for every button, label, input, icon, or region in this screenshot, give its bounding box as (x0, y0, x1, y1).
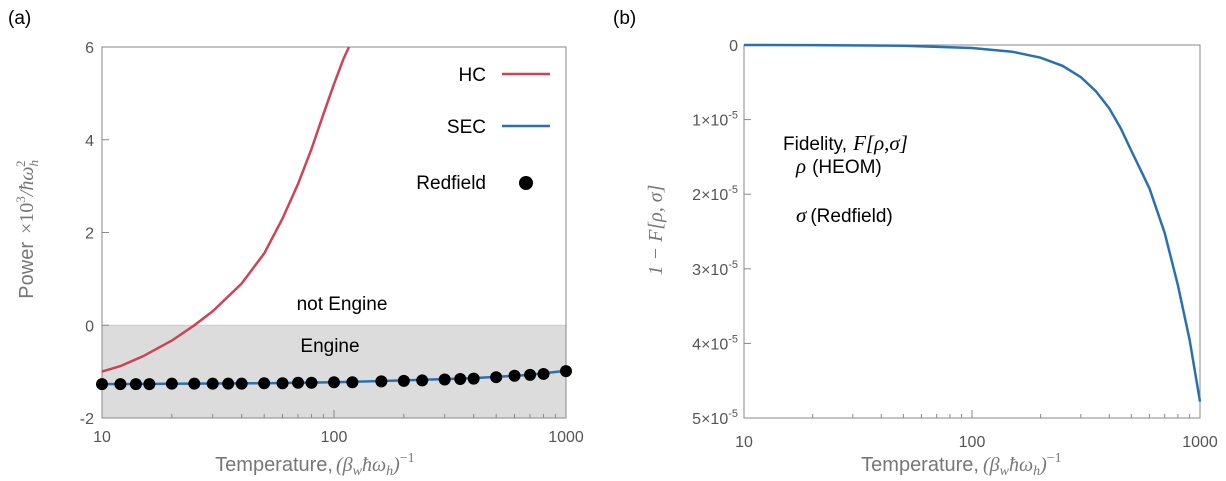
redfield-marker (114, 378, 127, 391)
y-tick-label: 0 (729, 38, 738, 55)
redfield-marker (346, 376, 359, 389)
panel-a-ylabel-group: Power ×103/ħωh2 (13, 160, 41, 299)
annotation-fidelity-math: F[ρ,σ] (852, 131, 908, 155)
redfield-marker (276, 377, 289, 390)
panel-b-label: (b) (613, 8, 636, 29)
redfield-marker (165, 377, 178, 390)
panel-a-plot-frame (101, 46, 567, 419)
annotation-rho: ρ (HEOM) (795, 154, 882, 178)
redfield-marker (508, 369, 521, 382)
y-tick-label: 5×10-5 (692, 408, 738, 428)
redfield-marker (305, 376, 318, 389)
redfield-marker (454, 373, 467, 386)
region-label-not-engine: not Engine (297, 294, 388, 315)
redfield-marker (96, 378, 108, 391)
panel-a-legend: HC SEC Redfield (416, 65, 550, 194)
panel-a-label: (a) (8, 8, 31, 29)
redfield-marker (375, 375, 388, 388)
x-tick-label: 10 (93, 429, 111, 446)
redfield-marker (560, 365, 572, 378)
annotation-sigma-math: σ (796, 203, 808, 227)
sec-series-line (101, 369, 567, 386)
redfield-marker (537, 367, 550, 380)
x-tick-label: 1000 (548, 429, 584, 446)
redfield-marker (292, 376, 305, 389)
annotation-rho-text: (HEOM) (812, 157, 882, 178)
redfield-marker (235, 377, 248, 390)
redfield-marker (416, 374, 429, 387)
infidelity-series-line (743, 43, 1202, 402)
redfield-marker (222, 377, 235, 390)
panel-b-xlabel-math: (βwħωh)−1 (983, 451, 1062, 479)
hc-series-line (101, 46, 351, 373)
redfield-series-markers (96, 365, 572, 391)
y-tick-label: 4×10-5 (692, 333, 738, 353)
redfield-marker (397, 374, 410, 387)
annotation-rho-math: ρ (795, 154, 806, 178)
legend-label-sec: SEC (447, 117, 486, 138)
y-tick-label: 3×10-5 (692, 259, 738, 279)
panel-b-plot-frame (743, 44, 1201, 419)
redfield-marker (438, 373, 451, 386)
x-tick-label: 100 (321, 429, 348, 446)
panel-a: (a) -2 0 2 4 6 10 100 1000 not Engine Engine HC… (8, 8, 584, 479)
y-tick-label: 2×10-5 (692, 184, 738, 204)
x-tick-label: 100 (959, 434, 986, 451)
engine-region (102, 325, 566, 418)
redfield-marker (206, 377, 219, 390)
y-tick-label: 2 (85, 226, 94, 243)
panel-a-ylabel-math: ×103/ħωh2 (13, 160, 41, 234)
redfield-marker (328, 376, 340, 389)
panel-a-ylabel: Power (16, 242, 38, 299)
y-tick-label: 6 (85, 40, 94, 57)
annotation-sigma-text: (Redfield) (810, 206, 892, 227)
y-tick-label: 1×10-5 (692, 110, 738, 130)
panel-b-ticks: 0 1×10-5 2×10-5 3×10-5 4×10-5 5×10-5 10 100 1000 (692, 38, 1218, 451)
y-tick-label: 0 (85, 318, 94, 335)
legend-label-redfield: Redfield (416, 173, 486, 194)
panel-b-ylabel: 1 − F[ρ, σ] (645, 185, 667, 276)
panel-b-ylabel-group: 1 − F[ρ, σ] (645, 185, 667, 276)
redfield-marker (143, 378, 156, 391)
panel-b: (b) 0 1×10-5 2×10-5 3×10-5 4×10-5 5×10-5 10 100… (613, 8, 1218, 479)
annotation-sigma: σ (Redfield) (796, 203, 893, 227)
redfield-marker (258, 377, 271, 390)
y-tick-label: 4 (85, 133, 94, 150)
legend-label-hc: HC (459, 65, 486, 86)
redfield-marker (188, 377, 201, 390)
redfield-marker (467, 372, 480, 385)
panel-b-xlabel: Temperature, (861, 454, 979, 476)
panel-a-xlabel-math: (βwħωh)−1 (336, 451, 415, 479)
region-label-engine: Engine (300, 336, 359, 357)
redfield-marker (524, 368, 537, 381)
annotation-fidelity: Fidelity, F[ρ,σ] (783, 131, 908, 155)
x-tick-label: 10 (735, 434, 753, 451)
redfield-marker (129, 378, 142, 391)
panel-a-xlabel: Temperature, (215, 454, 333, 476)
y-tick-label: -2 (80, 411, 94, 428)
redfield-marker (490, 371, 503, 384)
legend-marker-redfield (519, 176, 533, 190)
x-tick-label: 1000 (1182, 434, 1218, 451)
annotation-fidelity-text: Fidelity, (783, 134, 847, 155)
